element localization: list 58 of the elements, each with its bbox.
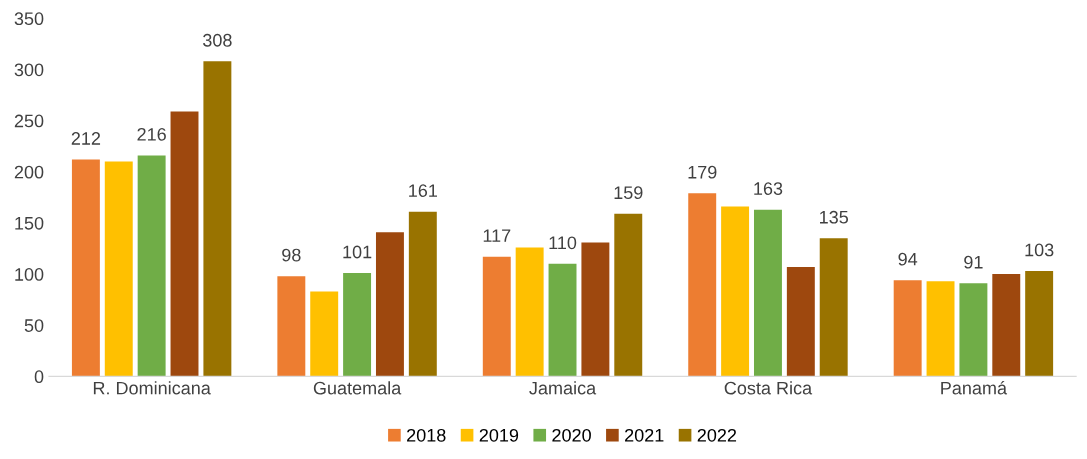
bar xyxy=(959,283,988,377)
bar xyxy=(688,193,717,377)
data-label: 117 xyxy=(483,229,511,242)
data-label: 212 xyxy=(71,132,101,145)
data-label: 101 xyxy=(343,245,372,259)
legend-label: 2021 xyxy=(625,428,664,442)
legend-label: 2018 xyxy=(407,428,446,442)
y-tick-label: 300 xyxy=(14,63,44,77)
bar xyxy=(786,266,815,377)
data-label: 159 xyxy=(614,186,643,200)
data-label: 161 xyxy=(409,184,437,198)
data-label: 179 xyxy=(688,165,717,179)
data-label: 110 xyxy=(549,236,577,250)
legend-label: 2020 xyxy=(552,428,591,442)
bar xyxy=(277,276,306,377)
y-tick-label: 150 xyxy=(15,216,44,230)
bar xyxy=(992,274,1021,377)
x-tick-label: Costa Rica xyxy=(724,381,813,395)
bar xyxy=(203,61,232,377)
data-label: 91 xyxy=(964,255,983,269)
y-tick-label: 200 xyxy=(14,165,44,179)
bar xyxy=(104,161,133,377)
bar xyxy=(375,232,404,377)
x-tick-label: Guatemala xyxy=(313,381,402,395)
bar xyxy=(343,273,372,377)
bar xyxy=(754,209,782,377)
x-tick-label: Panamá xyxy=(941,381,1008,395)
y-tick-label: 50 xyxy=(24,319,44,332)
x-tick-label: R. Dominicana xyxy=(93,381,211,395)
bar xyxy=(137,155,166,377)
bar xyxy=(1025,271,1054,377)
legend-label: 2019 xyxy=(479,428,519,442)
y-tick-label: 100 xyxy=(15,268,44,281)
bar xyxy=(581,242,610,377)
y-tick-label: 0 xyxy=(34,370,44,384)
data-label: 216 xyxy=(137,127,166,141)
bar xyxy=(170,111,199,377)
y-tick-label: 250 xyxy=(14,114,44,128)
data-label: 103 xyxy=(1025,243,1054,257)
data-label: 98 xyxy=(282,248,301,262)
data-label: 135 xyxy=(820,210,849,224)
bar xyxy=(926,281,955,377)
data-label: 94 xyxy=(898,252,918,266)
x-tick-label: Jamaica xyxy=(529,381,597,395)
bar xyxy=(548,263,577,377)
bar xyxy=(893,280,922,377)
data-label: 163 xyxy=(754,182,783,195)
bar xyxy=(614,213,643,377)
bar xyxy=(71,159,100,377)
bar xyxy=(515,247,544,377)
bar xyxy=(408,211,437,377)
data-label: 308 xyxy=(203,33,232,47)
bar xyxy=(310,291,339,377)
bar xyxy=(482,256,511,377)
legend-label: 2022 xyxy=(697,428,737,442)
bar xyxy=(819,238,848,377)
bar xyxy=(721,206,750,377)
y-tick-label: 350 xyxy=(14,12,44,26)
